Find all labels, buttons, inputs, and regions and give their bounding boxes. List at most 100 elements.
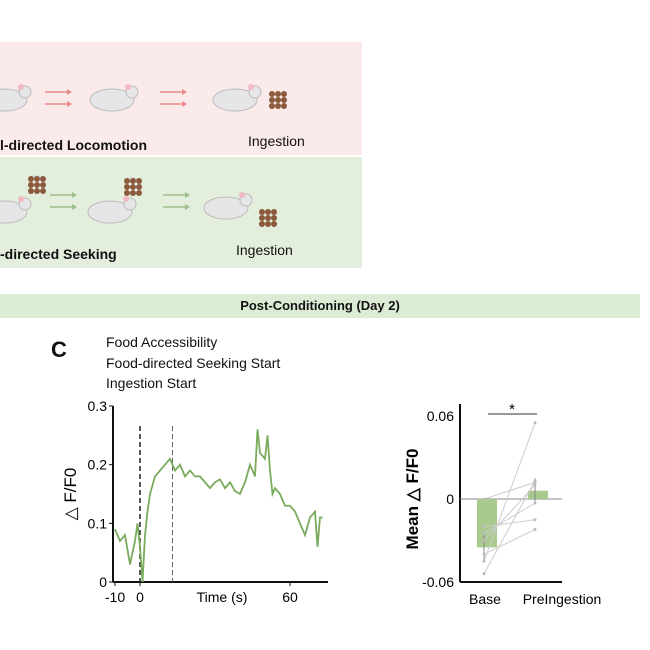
caption-locomotion: l-directed Locomotion [0,137,147,153]
food-pellet-icon [259,209,265,215]
x-tick-label: 0 [136,589,144,605]
data-point [482,532,486,536]
paired-line [483,519,536,528]
mouse-ear-icon [125,84,131,90]
mouse-ear-icon [239,192,245,198]
bar-y-tick-label: 0.06 [427,408,454,424]
y-tick-label: 0.3 [88,398,108,414]
food-pellet-icon [28,182,34,188]
food-pellet-icon [265,221,271,227]
arrow-head-icon [185,192,190,198]
arrow-head-icon [67,101,72,107]
food-pellet-icon [269,91,275,97]
caption-ingestion-bottom: Ingestion [236,242,293,258]
data-point [533,527,537,531]
data-point [533,518,537,522]
food-pellet-icon [271,215,277,221]
food-pellet-icon [34,176,40,182]
food-pellet-icon [259,215,265,221]
paired-line [483,422,536,562]
food-pellet-icon [265,215,271,221]
y-tick-label: 0 [99,574,107,590]
food-pellet-icon [281,91,287,97]
bar-y-tick-label: 0 [446,491,454,507]
x-tick-label: 60 [282,589,298,605]
food-pellet-icon [124,184,130,190]
food-pellet-icon [269,103,275,109]
data-point [533,483,537,487]
x-tick-label: -10 [105,589,125,605]
significance-marker: * [509,401,515,418]
data-point [533,421,537,425]
food-pellet-icon [130,184,136,190]
mouse-ear-icon [123,196,129,202]
data-point [482,497,486,501]
food-pellet-icon [40,182,46,188]
arrow-head-icon [185,204,190,210]
bar-category-label: Base [469,591,501,607]
mouse-ear-icon [248,84,254,90]
legend-item: Food-directed Seeking Start [106,355,281,371]
food-pellet-icon [28,176,34,182]
y-tick-label: 0.2 [88,457,108,473]
data-point [482,552,486,556]
bar-category-label: PreIngestion [523,591,602,607]
food-pellet-icon [265,209,271,215]
food-pellet-icon [259,221,265,227]
food-pellet-icon [130,190,136,196]
bar [477,499,497,548]
food-pellet-icon [281,103,287,109]
food-pellet-icon [124,178,130,184]
schematic-row-locomotion [0,42,362,155]
paired-line [483,502,536,535]
food-pellet-icon [40,188,46,194]
data-point [482,539,486,542]
data-point [533,501,537,505]
bar-y-tick-label: -0.06 [422,574,454,590]
arrow-head-icon [182,101,187,107]
mouse-ear-icon [18,84,24,90]
food-pellet-icon [130,178,136,184]
bar-y-axis-label: Mean △ F/F0 [403,449,422,550]
y-axis-label: △ F/F0 [61,468,80,521]
legend-item: Food Accessibility [106,334,218,350]
mouse-icon [212,88,258,112]
arrow-head-icon [182,89,187,95]
food-pellet-icon [34,182,40,188]
food-pellet-icon [28,188,34,194]
food-pellet-icon [275,91,281,97]
mouse-icon [87,200,133,224]
food-pellet-icon [271,209,277,215]
panel-letter: C [51,337,67,362]
trace-line [114,429,323,583]
y-tick-label: 0.1 [88,515,108,531]
arrow-head-icon [72,192,77,198]
data-point [533,480,537,484]
food-pellet-icon [275,103,281,109]
mouse-icon [203,196,249,220]
food-pellet-icon [124,190,130,196]
section-header: Post-Conditioning (Day 2) [0,294,640,318]
caption-ingestion-top: Ingestion [248,133,305,149]
arrow-head-icon [72,204,77,210]
food-pellet-icon [275,97,281,103]
mouse-icon [89,88,135,112]
food-pellet-icon [136,184,142,190]
data-point [482,572,486,576]
caption-seeking: -directed Seeking [0,246,117,262]
arrow-head-icon [67,89,72,95]
food-pellet-icon [136,178,142,184]
food-pellet-icon [34,188,40,194]
x-axis-label: Time (s) [197,589,248,605]
paired-line [483,481,536,500]
legend-item: Ingestion Start [106,375,197,391]
bar [528,490,548,499]
food-pellet-icon [281,97,287,103]
data-point [482,559,486,563]
schematic-row-seeking [0,157,362,268]
food-pellet-icon [136,190,142,196]
mouse-ear-icon [18,196,24,202]
food-pellet-icon [40,176,46,182]
